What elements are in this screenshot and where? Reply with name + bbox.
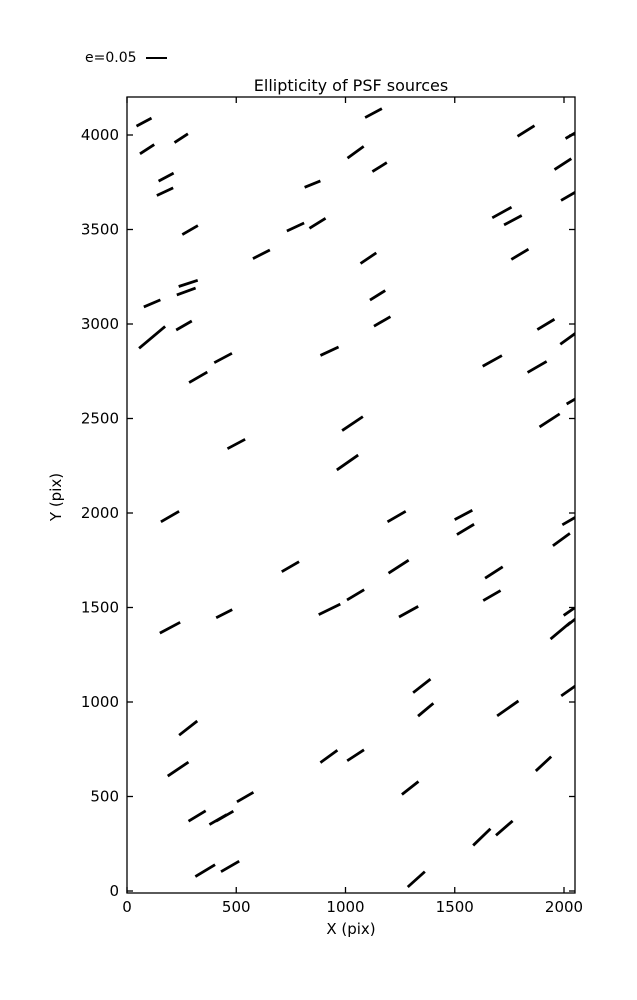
ellipticity-segment <box>559 331 575 346</box>
ellipticity-segment <box>534 755 553 772</box>
legend-line-sample <box>145 57 167 59</box>
ellipticity-segment <box>387 558 410 575</box>
x-axis-label: X (pix) <box>326 920 376 938</box>
ellipticity-segment <box>135 116 153 128</box>
ellipticity-segment <box>281 560 300 573</box>
ellipticity-segment <box>552 532 571 547</box>
legend: e=0.05 <box>85 49 167 67</box>
ellipticity-segment <box>220 859 240 873</box>
ellipticity-segment <box>178 719 199 737</box>
x-tick-label: 500 <box>222 898 251 916</box>
ellipticity-segment <box>341 415 364 432</box>
segments-group <box>135 107 575 889</box>
ellipticity-segment <box>503 214 523 227</box>
ellipticity-segment <box>560 684 575 698</box>
ellipticity-segment <box>536 318 556 331</box>
ellipticity-segment <box>369 289 386 302</box>
ellipticity-segment <box>346 145 365 160</box>
ellipticity-segment <box>173 132 189 144</box>
ellipticity-segment <box>156 186 174 197</box>
ellipticity-segment <box>178 278 199 288</box>
ellipticity-segment <box>560 190 575 202</box>
ellipticity-segment <box>215 809 235 823</box>
ellipticity-segment <box>139 143 155 156</box>
ellipticity-segment <box>371 161 388 173</box>
x-tick-label: 1500 <box>436 898 474 916</box>
y-tick-label: 1500 <box>81 599 119 617</box>
x-tick-label: 2000 <box>545 898 583 916</box>
x-tick-label: 0 <box>122 898 132 916</box>
ellipticity-segment <box>159 621 181 635</box>
ellipticity-segment <box>319 345 340 357</box>
ellipticity-segment <box>213 352 233 364</box>
ellipticity-segment <box>495 819 514 837</box>
ellipticity-segment <box>226 438 246 450</box>
ellipticity-segment <box>138 325 167 350</box>
y-tick-label: 4000 <box>81 126 119 144</box>
ellipticity-segment <box>454 508 473 521</box>
axes-frame <box>126 96 576 894</box>
chart-title: Ellipticity of PSF sources <box>253 76 449 95</box>
ellipticity-segment <box>194 863 216 878</box>
y-axis-label: Y (pix) <box>47 472 65 522</box>
ellipticity-segment <box>491 205 513 220</box>
y-tick-label: 2000 <box>81 504 119 522</box>
ellipticity-segment <box>417 702 435 718</box>
ellipticity-segment <box>318 602 341 616</box>
ellipticity-segment <box>364 107 383 119</box>
ellipticity-segment <box>456 523 475 536</box>
y-tick-label: 1000 <box>81 693 119 711</box>
ellipticity-segment <box>308 217 327 230</box>
ellipticity-segment <box>412 678 432 694</box>
ellipticity-segment <box>562 606 575 617</box>
ellipticity-segment <box>386 510 407 524</box>
ellipticity-segment <box>484 565 504 580</box>
ellipticity-segment <box>160 510 180 524</box>
ellipticity-segment <box>561 515 575 527</box>
ellipticity-segment <box>166 760 190 778</box>
ellipticity-segment <box>482 589 502 602</box>
ellipticity-segment <box>176 286 197 297</box>
y-tick-label: 3000 <box>81 315 119 333</box>
ellipticity-segment <box>188 370 208 384</box>
y-tick-label: 500 <box>90 788 119 806</box>
ellipticity-segment <box>526 360 548 374</box>
y-tick-label: 2500 <box>81 410 119 428</box>
legend-label: e=0.05 <box>85 50 137 66</box>
ellipticity-segment <box>319 749 339 764</box>
ellipticity-segment <box>510 247 530 261</box>
ellipticity-segment <box>538 412 561 429</box>
ellipticity-segment <box>181 224 199 236</box>
ellipticity-segment <box>406 870 426 889</box>
y-tick-label: 0 <box>109 882 119 900</box>
ellipticity-segment <box>553 157 573 171</box>
ellipticity-segment <box>516 124 536 138</box>
ellipticity-segment <box>175 319 193 332</box>
ellipticity-segment <box>143 298 161 309</box>
ellipticity-segment <box>564 130 575 140</box>
ellipticity-segment <box>346 748 365 762</box>
ellipticity-segment <box>187 809 207 823</box>
ellipticity-segment <box>215 608 233 620</box>
ellipticity-segment <box>565 395 575 406</box>
ellipticity-segment <box>252 248 271 260</box>
ellipticity-segment <box>157 171 175 183</box>
ellipticity-segment <box>401 780 420 796</box>
ellipticity-segment <box>482 354 503 368</box>
ellipticity-segment <box>336 453 359 472</box>
ellipticity-segment <box>286 221 305 233</box>
ellipticity-segment <box>566 617 575 627</box>
x-tick-label: 1000 <box>326 898 364 916</box>
ellipticity-segment <box>373 315 392 328</box>
ellipticity-segment <box>359 251 378 265</box>
y-tick-label: 3500 <box>81 221 119 239</box>
ellipticity-segment <box>496 699 520 718</box>
ellipticity-segment <box>236 791 255 804</box>
ellipticity-segment <box>346 588 365 602</box>
ellipticity-segment <box>304 179 321 189</box>
ellipticity-segment <box>472 827 492 847</box>
ellipticity-segment <box>398 605 419 619</box>
